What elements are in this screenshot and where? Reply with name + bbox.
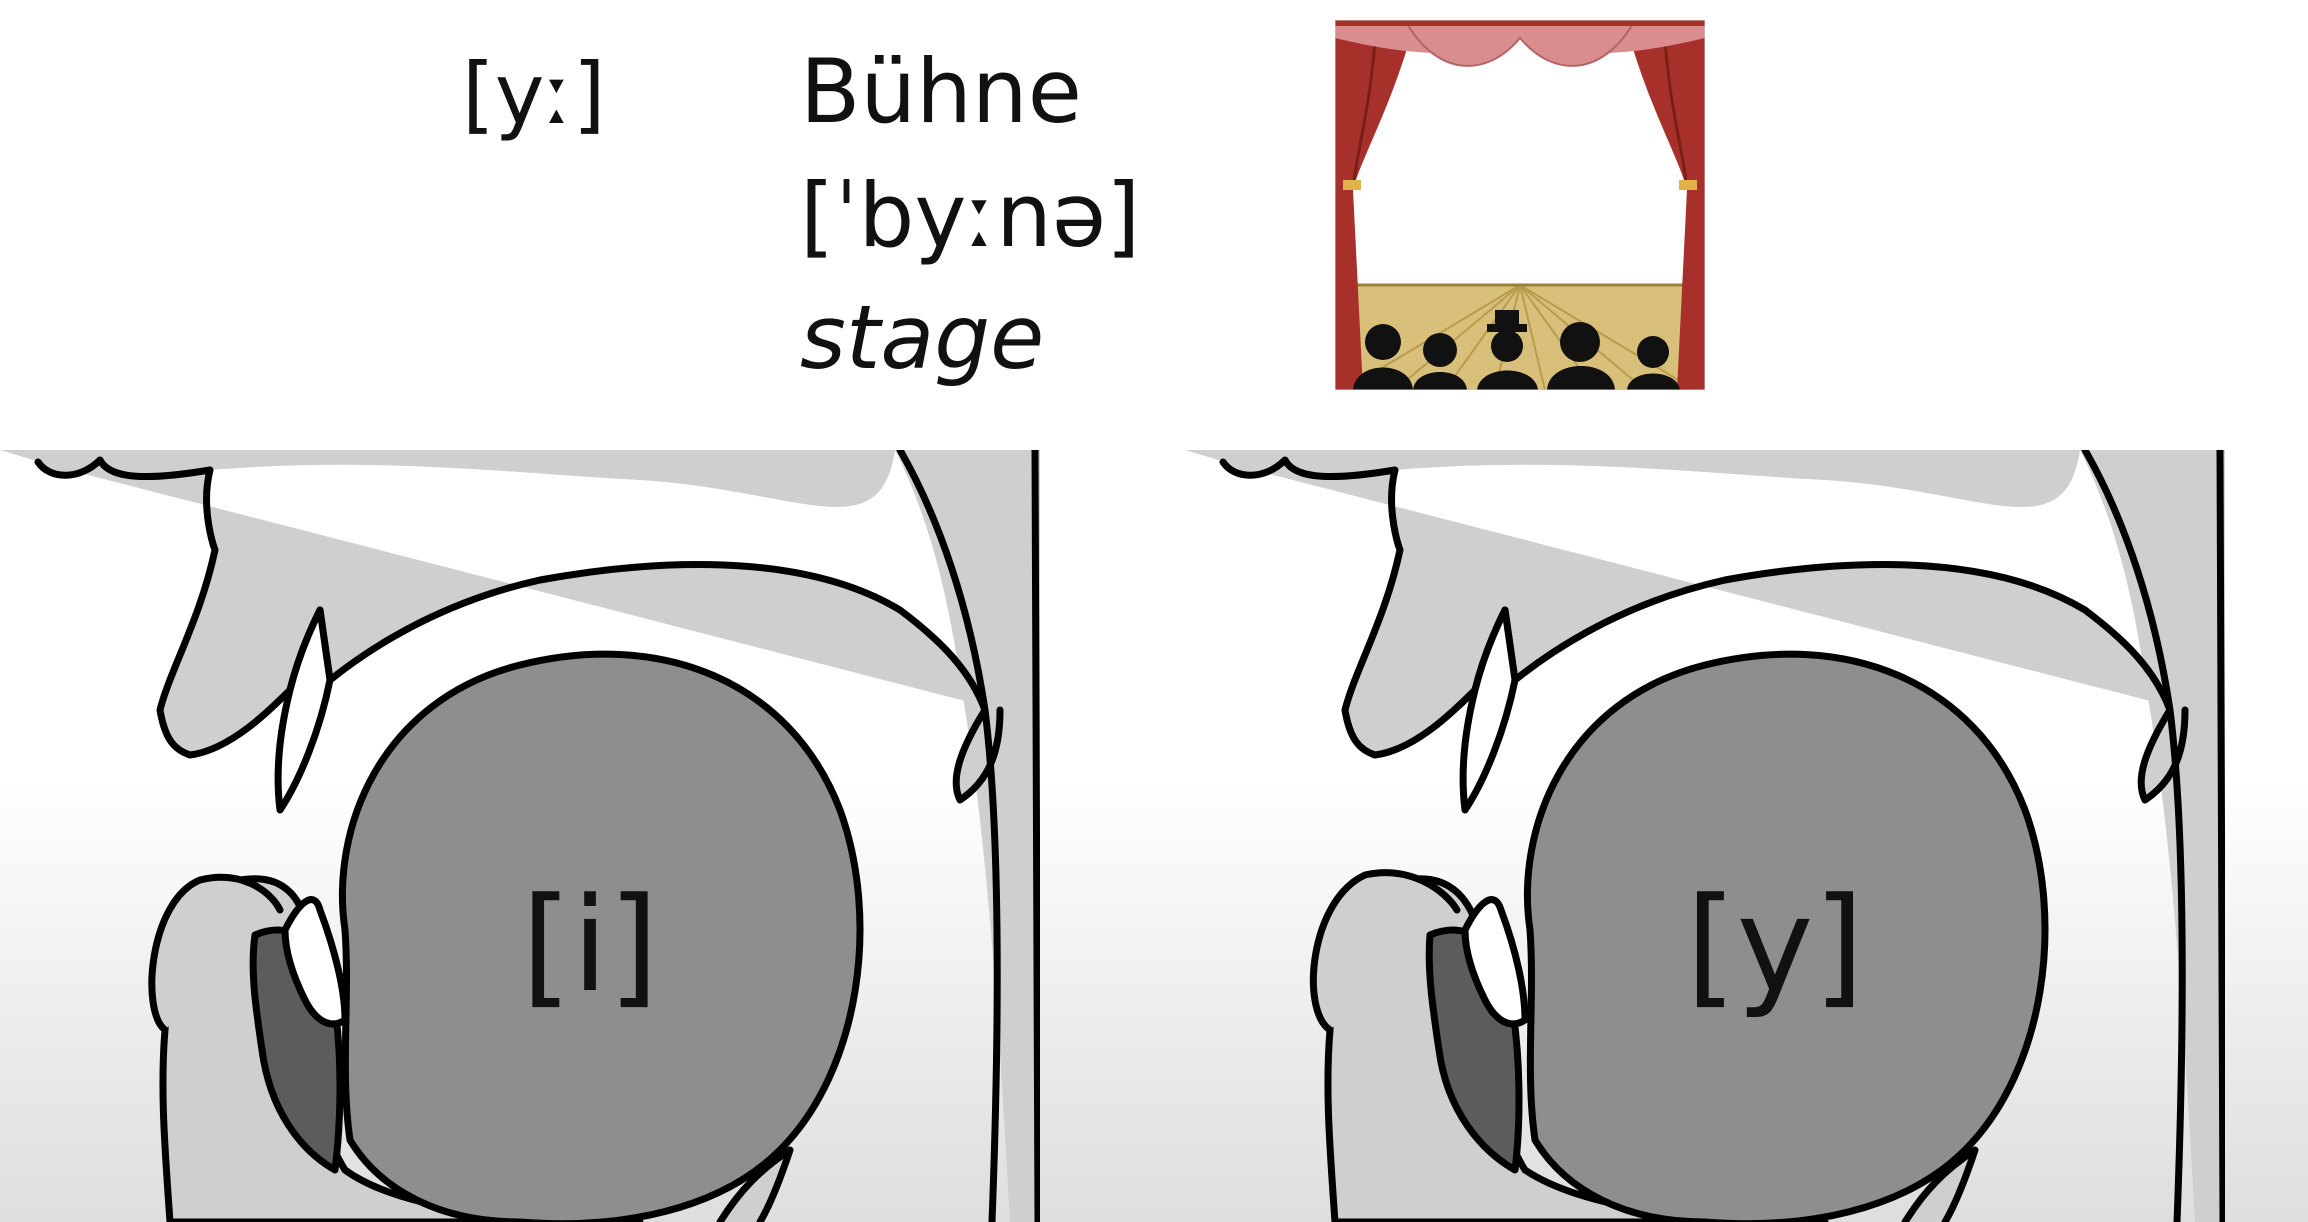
ipa-symbol: [yː] — [462, 45, 606, 143]
theater-stage-icon — [1335, 20, 1705, 390]
vowel-label-right: [y] — [1686, 869, 1864, 1021]
word-transcription: [ˈbyːnə] — [800, 164, 1141, 267]
sagittal-diagram-left: [i] — [0, 450, 1040, 1222]
vowel-label-left: [i] — [521, 869, 659, 1021]
english-gloss: stage — [800, 286, 1045, 389]
sagittal-diagram-right: [y] — [1185, 450, 2225, 1222]
german-word: Bühne — [800, 40, 1082, 143]
